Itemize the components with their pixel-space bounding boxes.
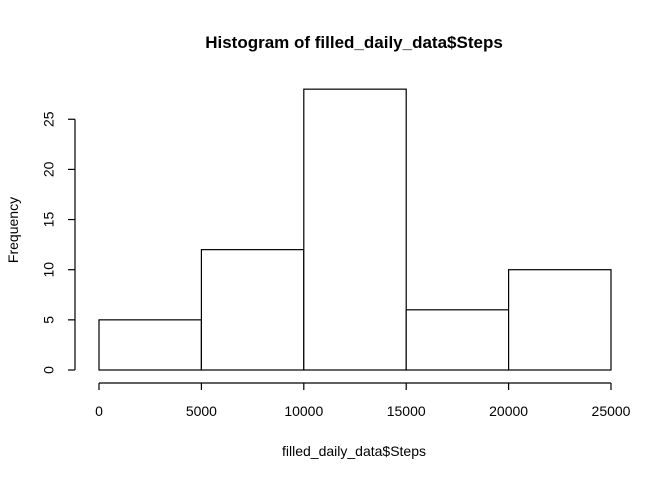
y-tick-label: 25 [41, 111, 57, 127]
x-tick-label: 20000 [489, 403, 528, 419]
y-tick-label: 5 [41, 316, 57, 324]
x-tick-label: 15000 [387, 403, 426, 419]
histogram-bar-1 [200, 249, 305, 371]
histogram-bar-3 [405, 309, 510, 371]
bars-group [98, 88, 612, 371]
x-tick-label: 25000 [592, 403, 631, 419]
chart-title: Histogram of filled_daily_data$Steps [205, 33, 503, 52]
x-axis: 0 5000 10000 15000 20000 25000 [95, 382, 631, 419]
y-axis: 0 5 10 15 20 25 [41, 111, 76, 374]
y-tick-label: 15 [41, 212, 57, 228]
y-tick-label: 20 [41, 161, 57, 177]
histogram-bar-0 [98, 319, 203, 371]
histogram-bar-2 [303, 88, 407, 371]
y-tick-label: 0 [41, 366, 57, 374]
y-tick-label: 10 [41, 262, 57, 278]
histogram-bar-4 [508, 269, 612, 371]
x-tick-label: 10000 [284, 403, 323, 419]
x-tick-label: 0 [95, 403, 103, 419]
x-axis-label: filled_daily_data$Steps [282, 443, 426, 459]
y-axis-label: Frequency [5, 197, 21, 263]
x-tick-label: 5000 [186, 403, 217, 419]
